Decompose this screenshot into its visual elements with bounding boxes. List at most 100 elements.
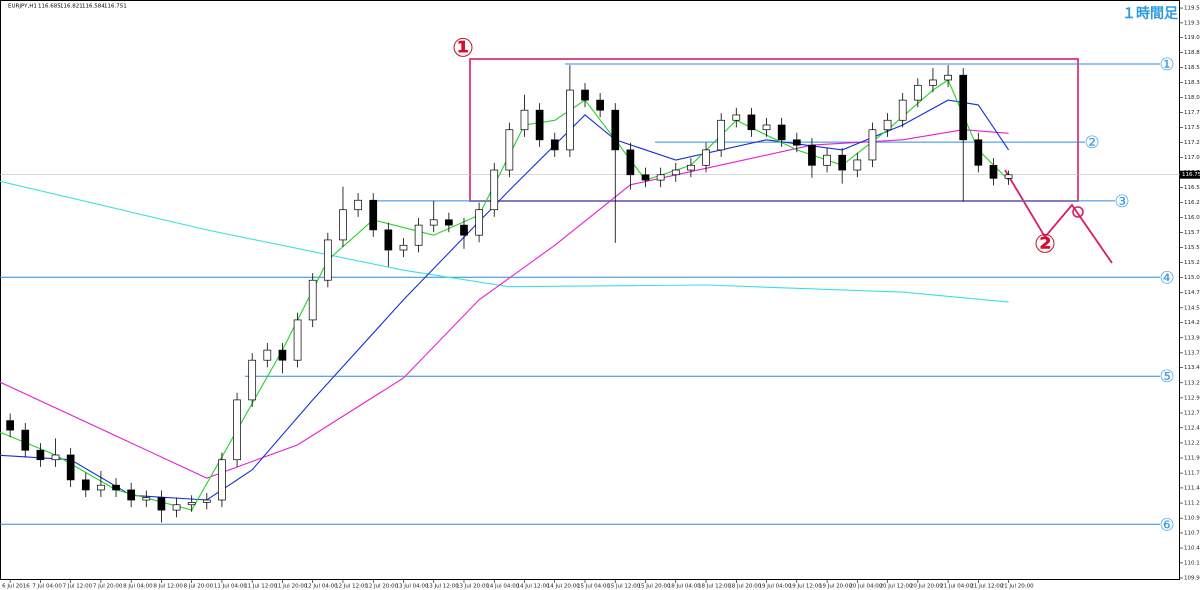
candle-body <box>505 129 514 171</box>
x-tick-label: 15 Jul 12:00 <box>607 584 640 590</box>
candle-body <box>263 349 272 361</box>
y-tick-label: 111.969 <box>1184 456 1200 462</box>
x-tick-label: 18 Jul 20:00 <box>728 584 761 590</box>
y-tick-label: 110.199 <box>1184 560 1200 566</box>
x-tick-label: 19 Jul 04:00 <box>759 584 792 590</box>
candle-body <box>112 484 120 491</box>
candle-body <box>535 109 544 141</box>
level-label: ② <box>1084 133 1099 153</box>
y-tick-label: 113.239 <box>1184 380 1200 386</box>
x-tick-label: 12 Jul 20:00 <box>365 584 398 590</box>
y-tick-label: 111.464 <box>1184 485 1200 491</box>
annotation-1: ① <box>452 34 474 64</box>
candle-body <box>520 109 529 131</box>
x-tick-label: 14 Jul 12:00 <box>516 584 549 590</box>
candle-body <box>687 164 695 171</box>
candle-body <box>777 124 786 141</box>
candle-body <box>293 319 302 361</box>
candle-body <box>550 139 559 151</box>
candle-body <box>671 169 680 176</box>
plot-frame <box>0 0 1180 580</box>
candle-body <box>762 124 771 131</box>
timeframe-label: １時間足 <box>1122 5 1179 22</box>
y-tick-label: 116.029 <box>1184 215 1200 221</box>
candle-body <box>187 502 196 506</box>
candle-body <box>97 484 105 491</box>
candle-body <box>21 429 30 451</box>
x-tick-label: 21 Jul 04:00 <box>940 584 973 590</box>
candle-body <box>157 497 166 511</box>
x-tick-label: 11 Jul 04:00 <box>214 584 247 590</box>
candle-body <box>414 224 423 246</box>
candle-body <box>792 139 801 146</box>
level-label: ④ <box>1159 268 1174 288</box>
candle-body <box>81 479 90 491</box>
candle-body <box>308 279 317 321</box>
x-tick-label: 13 Jul 12:00 <box>426 584 459 590</box>
candle-body <box>838 154 847 171</box>
level-label: ⑥ <box>1159 515 1174 535</box>
candle-body <box>172 504 181 511</box>
y-tick-label: 117.044 <box>1184 155 1200 161</box>
y-tick-label: 113.744 <box>1184 350 1200 356</box>
candle-body <box>233 399 241 461</box>
y-tick-label: 116.534 <box>1184 185 1200 191</box>
candle-body <box>581 89 589 101</box>
candle-body <box>913 84 922 101</box>
candle-body <box>808 144 816 166</box>
candle-body <box>641 174 650 181</box>
x-tick-label: 7 Jul 20:00 <box>93 584 123 590</box>
candle-body <box>566 89 574 151</box>
candle-body <box>339 209 347 241</box>
x-tick-label: 15 Jul 20:00 <box>638 584 671 590</box>
y-tick-label: 118.564 <box>1184 65 1200 71</box>
x-tick-label: 13 Jul 20:00 <box>456 584 489 590</box>
candle-body <box>429 219 438 226</box>
moving-average <box>0 99 1010 501</box>
y-tick-label: 110.449 <box>1184 546 1200 552</box>
x-tick-label: 7 Jul 12:00 <box>63 584 93 590</box>
y-tick-label: 110.704 <box>1184 530 1200 536</box>
x-tick-label: 15 Jul 04:00 <box>577 584 610 590</box>
x-tick-label: 20 Jul 04:00 <box>849 584 882 590</box>
header-value: 116.685 <box>38 4 61 10</box>
candle-body <box>747 114 756 131</box>
candle-body <box>460 224 468 236</box>
candle-body <box>490 169 499 211</box>
candle-body <box>717 119 726 151</box>
moving-average <box>0 180 1009 303</box>
candle-body <box>66 454 75 481</box>
y-tick-label: 119.064 <box>1184 35 1200 41</box>
y-tick-label: 117.799 <box>1184 110 1200 116</box>
y-tick-label: 114.759 <box>1184 290 1200 296</box>
candle-body <box>354 199 362 211</box>
current-price-tag <box>1180 170 1200 179</box>
x-tick-label: 21 Jul 12:00 <box>970 584 1003 590</box>
x-tick-label: 7 Jul 04:00 <box>32 584 62 590</box>
y-tick-label: 111.714 <box>1184 471 1200 477</box>
candle-body <box>883 119 892 131</box>
x-tick-label: 8 Jul 04:00 <box>123 584 153 590</box>
candle-body <box>626 149 635 176</box>
level-label: ③ <box>1114 192 1129 212</box>
y-tick-label: 118.054 <box>1184 95 1200 101</box>
y-tick-label: 115.519 <box>1184 245 1200 251</box>
current-price-label: 116.751 <box>1182 172 1200 178</box>
candle-body <box>989 164 998 179</box>
candle-body <box>6 420 14 431</box>
x-tick-label: 11 Jul 20:00 <box>274 584 307 590</box>
candle-body <box>445 219 453 226</box>
candle-body <box>202 499 211 503</box>
candle-body <box>974 139 983 166</box>
candle-body <box>929 79 937 86</box>
candle-body <box>142 497 151 501</box>
candle-body <box>611 109 620 151</box>
x-tick-label: 14 Jul 20:00 <box>547 584 580 590</box>
candle-body <box>702 149 710 166</box>
level-label: ⑤ <box>1159 367 1174 387</box>
candle-body <box>399 244 408 251</box>
y-tick-label: 112.479 <box>1184 425 1200 431</box>
projection-arrow <box>1004 169 1113 264</box>
x-tick-label: 18 Jul 04:00 <box>668 584 701 590</box>
candle-body <box>323 239 332 281</box>
